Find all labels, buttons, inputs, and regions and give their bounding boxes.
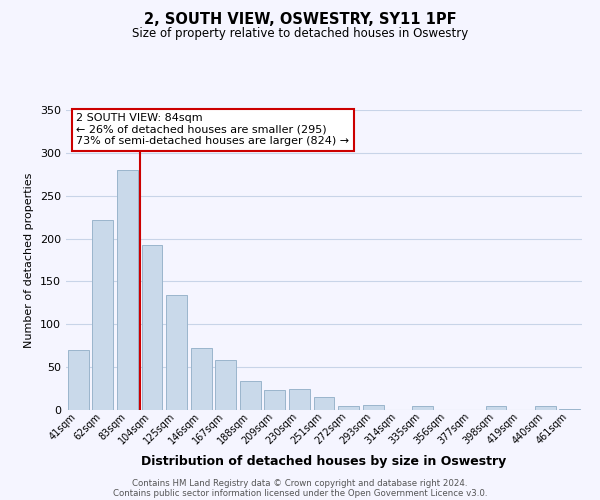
- Text: Contains public sector information licensed under the Open Government Licence v3: Contains public sector information licen…: [113, 488, 487, 498]
- Bar: [117, 170, 138, 410]
- Text: 2, SOUTH VIEW, OSWESTRY, SY11 1PF: 2, SOUTH VIEW, OSWESTRY, SY11 1PF: [143, 12, 457, 28]
- Bar: [92, 220, 113, 410]
- Bar: [338, 406, 359, 410]
- Text: 2 SOUTH VIEW: 84sqm
← 26% of detached houses are smaller (295)
73% of semi-detac: 2 SOUTH VIEW: 84sqm ← 26% of detached ho…: [76, 113, 349, 146]
- Text: Contains HM Land Registry data © Crown copyright and database right 2024.: Contains HM Land Registry data © Crown c…: [132, 478, 468, 488]
- Text: Size of property relative to detached houses in Oswestry: Size of property relative to detached ho…: [132, 28, 468, 40]
- Y-axis label: Number of detached properties: Number of detached properties: [25, 172, 34, 348]
- Bar: [240, 381, 261, 410]
- Bar: [68, 350, 89, 410]
- Bar: [485, 406, 506, 410]
- Bar: [166, 295, 187, 410]
- Bar: [289, 388, 310, 410]
- Bar: [412, 406, 433, 410]
- Bar: [559, 409, 580, 410]
- Bar: [362, 405, 383, 410]
- Bar: [191, 348, 212, 410]
- X-axis label: Distribution of detached houses by size in Oswestry: Distribution of detached houses by size …: [142, 454, 506, 468]
- Bar: [142, 244, 163, 410]
- Bar: [314, 397, 334, 410]
- Bar: [265, 390, 286, 410]
- Bar: [535, 406, 556, 410]
- Bar: [215, 360, 236, 410]
